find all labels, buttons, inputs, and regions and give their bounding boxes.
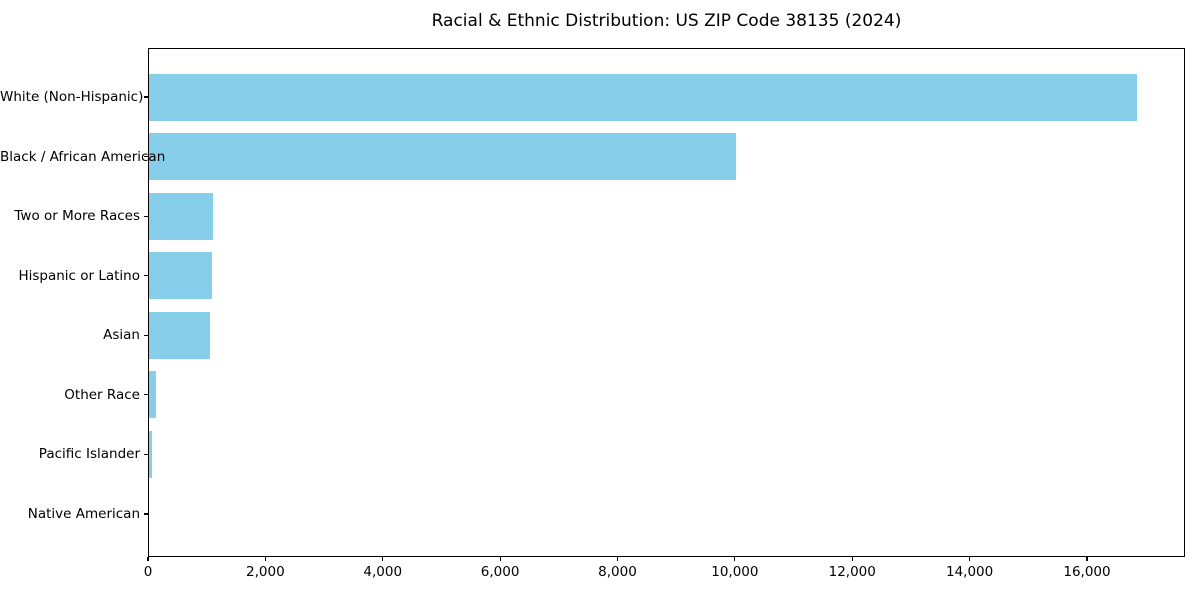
y-tick-label-hispanic-or-latino: Hispanic or Latino (18, 267, 140, 284)
bar-two-or-more-races (149, 192, 213, 240)
x-tick-mark (851, 557, 853, 561)
y-tick-mark (144, 453, 148, 455)
y-tick-label-other-race: Other Race (64, 386, 140, 403)
x-tick-mark (264, 557, 266, 561)
bar-asian (149, 311, 211, 359)
x-tick-mark (147, 557, 149, 561)
y-tick-mark (144, 334, 148, 336)
y-tick-label-asian: Asian (103, 327, 140, 344)
x-tick-mark (969, 557, 971, 561)
y-tick-mark (144, 96, 148, 98)
bar-other-race (149, 371, 157, 419)
bar-pacific-islander (149, 430, 153, 478)
y-tick-label-native-american: Native American (27, 505, 140, 522)
x-tick-label-8-000: 8,000 (598, 564, 637, 580)
x-tick-label-14-000: 14,000 (945, 564, 994, 580)
x-tick-label-0: 0 (143, 564, 153, 580)
y-tick-mark (144, 394, 148, 396)
y-tick-label-white-non-hispanic: White (Non-Hispanic) (0, 89, 144, 105)
x-tick-mark (1086, 557, 1088, 561)
chart-title: Racial & Ethnic Distribution: US ZIP Cod… (431, 11, 902, 31)
bar-white-non-hispanic (149, 73, 1137, 121)
x-tick-label-12-000: 12,000 (828, 564, 876, 580)
x-tick-label-6-000: 6,000 (480, 564, 520, 580)
x-tick-label-2-000: 2,000 (246, 564, 285, 580)
x-tick-mark (382, 557, 384, 561)
x-tick-mark (499, 557, 501, 561)
y-tick-mark (144, 155, 148, 158)
x-tick-mark (616, 557, 619, 561)
y-tick-mark (144, 513, 148, 515)
bar-black-african-american (149, 133, 737, 181)
y-tick-label-two-or-more-races: Two or More Races (14, 208, 140, 225)
x-tick-mark (734, 557, 736, 561)
x-tick-label-16-000: 16,000 (1063, 564, 1111, 580)
y-tick-mark (144, 275, 148, 277)
x-tick-label-4-000: 4,000 (363, 564, 403, 580)
bar-hispanic-or-latino (149, 252, 212, 300)
y-tick-label-black-african-american: Black / African American (0, 148, 166, 165)
plot-area (148, 48, 1185, 557)
y-tick-label-pacific-islander: Pacific Islander (38, 446, 140, 463)
x-tick-label-10-000: 10,000 (711, 564, 759, 580)
y-tick-mark (144, 215, 148, 217)
